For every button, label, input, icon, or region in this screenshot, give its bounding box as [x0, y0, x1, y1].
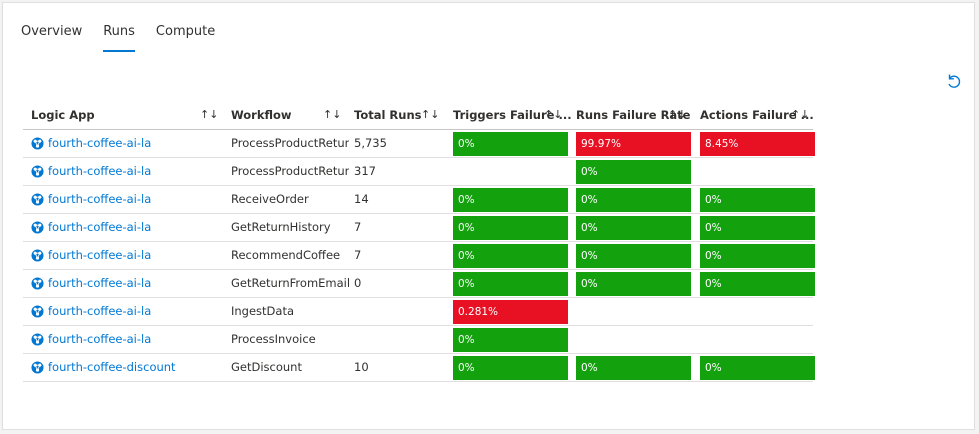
- total-runs-value: [354, 326, 444, 353]
- runs-grid: Logic App ↑↓ Workflow ↑↓ Total Runs ↑↓ T…: [23, 101, 815, 382]
- workflow-name: ReceiveOrder: [231, 192, 309, 206]
- table-row: fourth-coffee-ai-la ProcessProductRetur.…: [23, 130, 815, 158]
- triggers-failure-bar: 0%: [453, 216, 568, 240]
- logic-app-name: fourth-coffee-ai-la: [48, 164, 152, 178]
- actions-failure-bar: 0%: [700, 216, 815, 240]
- tab-compute[interactable]: Compute: [155, 24, 216, 39]
- logic-app-icon: [31, 193, 44, 206]
- tab-bar: Overview Runs Compute: [21, 23, 236, 52]
- total-runs-value: 14: [354, 192, 369, 206]
- total-runs-value: [354, 298, 444, 325]
- actions-failure-bar: 8.45%: [700, 132, 815, 156]
- logic-app-icon: [31, 137, 44, 150]
- logic-app-name: fourth-coffee-ai-la: [48, 220, 152, 234]
- table-row: fourth-coffee-ai-la ProcessProductReturn…: [23, 158, 813, 186]
- sort-icon-total-runs[interactable]: ↑↓: [421, 108, 440, 121]
- total-runs-value: 7: [354, 220, 362, 234]
- total-runs-value: 5,735: [354, 136, 387, 150]
- logic-app-link[interactable]: fourth-coffee-ai-la: [31, 214, 201, 241]
- column-header-workflow[interactable]: Workflow: [231, 108, 292, 122]
- total-runs-value: 317: [354, 164, 376, 178]
- total-runs-value: 7: [354, 248, 362, 262]
- logic-app-icon: [31, 277, 44, 290]
- triggers-failure-bar: 0%: [453, 132, 568, 156]
- runs-failure-rate-bar: 0%: [576, 160, 691, 184]
- tab-overview[interactable]: Overview: [21, 24, 83, 39]
- logic-app-name: fourth-coffee-ai-la: [48, 332, 152, 346]
- runs-failure-rate-bar: 0%: [576, 216, 691, 240]
- logic-app-name: fourth-coffee-discount: [48, 360, 176, 374]
- runs-failure-rate-bar: 0%: [576, 272, 691, 296]
- logic-app-link[interactable]: fourth-coffee-ai-la: [31, 130, 201, 157]
- triggers-failure-bar: 0%: [453, 328, 568, 352]
- triggers-failure-bar: 0%: [453, 188, 568, 212]
- table-row: fourth-coffee-ai-la GetReturnHistory 7 0…: [23, 214, 815, 242]
- actions-failure-bar: 0%: [700, 244, 815, 268]
- logic-app-name: fourth-coffee-ai-la: [48, 248, 152, 262]
- total-runs-value: 10: [354, 360, 369, 374]
- logic-app-name: fourth-coffee-ai-la: [48, 136, 152, 150]
- logic-app-link[interactable]: fourth-coffee-discount: [31, 354, 201, 381]
- logic-app-link[interactable]: fourth-coffee-ai-la: [31, 298, 201, 325]
- sort-icon-workflow[interactable]: ↑↓: [323, 108, 342, 121]
- grid-body: fourth-coffee-ai-la ProcessProductRetur.…: [23, 130, 815, 382]
- logic-app-link[interactable]: fourth-coffee-ai-la: [31, 158, 201, 185]
- column-header-triggers-failure[interactable]: Triggers Failure ...: [453, 108, 572, 122]
- workflow-name: ProcessInvoice: [231, 332, 316, 346]
- actions-failure-bar: 0%: [700, 356, 815, 380]
- total-runs-value: 0: [354, 276, 362, 290]
- logic-app-icon: [31, 221, 44, 234]
- workflow-name: GetDiscount: [231, 360, 302, 374]
- sort-icon-actions-failure[interactable]: ↑↓: [791, 108, 810, 121]
- grid-header: Logic App ↑↓ Workflow ↑↓ Total Runs ↑↓ T…: [23, 101, 814, 130]
- runs-failure-rate-bar: 99.97%: [576, 132, 691, 156]
- logic-app-name: fourth-coffee-ai-la: [48, 304, 152, 318]
- workflow-name: GetReturnFromEmail: [231, 276, 349, 290]
- runs-failure-rate-bar: 0%: [576, 244, 691, 268]
- logic-app-icon: [31, 361, 44, 374]
- sort-icon-triggers-failure[interactable]: ↑↓: [544, 108, 563, 121]
- logic-app-icon: [31, 165, 44, 178]
- logic-app-link[interactable]: fourth-coffee-ai-la: [31, 186, 201, 213]
- table-row: fourth-coffee-ai-la RecommendCoffee 7 0%…: [23, 242, 815, 270]
- table-row: fourth-coffee-ai-la ReceiveOrder 14 0% 0…: [23, 186, 815, 214]
- workflow-name: ProcessProductRetur...: [231, 136, 349, 150]
- workflow-name: RecommendCoffee: [231, 248, 341, 262]
- triggers-failure-bar: 0%: [453, 356, 568, 380]
- logic-app-icon: [31, 305, 44, 318]
- actions-failure-bar: 0%: [700, 272, 815, 296]
- logic-app-link[interactable]: fourth-coffee-ai-la: [31, 242, 201, 269]
- logic-app-link[interactable]: fourth-coffee-ai-la: [31, 326, 201, 353]
- triggers-failure-bar: 0.281%: [453, 300, 568, 324]
- workflow-name: IngestData: [231, 304, 295, 318]
- triggers-failure-bar: 0%: [453, 272, 568, 296]
- sort-icon-logic-app[interactable]: ↑↓: [200, 108, 219, 121]
- runs-failure-rate-bar: 0%: [576, 356, 691, 380]
- logic-app-icon: [31, 249, 44, 262]
- table-row: fourth-coffee-ai-la ProcessInvoice 0%: [23, 326, 813, 354]
- column-header-logic-app[interactable]: Logic App: [31, 108, 95, 122]
- workflow-name: GetReturnHistory: [231, 220, 331, 234]
- tab-runs[interactable]: Runs: [103, 23, 135, 52]
- table-row: fourth-coffee-ai-la GetReturnFromEmail 0…: [23, 270, 815, 298]
- logic-app-icon: [31, 333, 44, 346]
- refresh-icon[interactable]: [945, 73, 963, 91]
- column-header-actions-failure[interactable]: Actions Failure ...: [700, 108, 814, 122]
- column-header-runs-failure-rate[interactable]: Runs Failure Rate: [576, 108, 691, 122]
- table-row: fourth-coffee-discount GetDiscount 10 0%…: [23, 354, 815, 382]
- workflow-name: ProcessProductReturn: [231, 164, 349, 178]
- triggers-failure-bar: 0%: [453, 244, 568, 268]
- logic-app-name: fourth-coffee-ai-la: [48, 276, 152, 290]
- table-row: fourth-coffee-ai-la IngestData 0.281%: [23, 298, 813, 326]
- column-header-total-runs[interactable]: Total Runs: [354, 108, 422, 122]
- runs-failure-rate-bar: 0%: [576, 188, 691, 212]
- actions-failure-bar: 0%: [700, 188, 815, 212]
- logic-app-name: fourth-coffee-ai-la: [48, 192, 152, 206]
- logic-app-link[interactable]: fourth-coffee-ai-la: [31, 270, 201, 297]
- sort-icon-runs-failure-rate[interactable]: ↑↓: [668, 108, 687, 121]
